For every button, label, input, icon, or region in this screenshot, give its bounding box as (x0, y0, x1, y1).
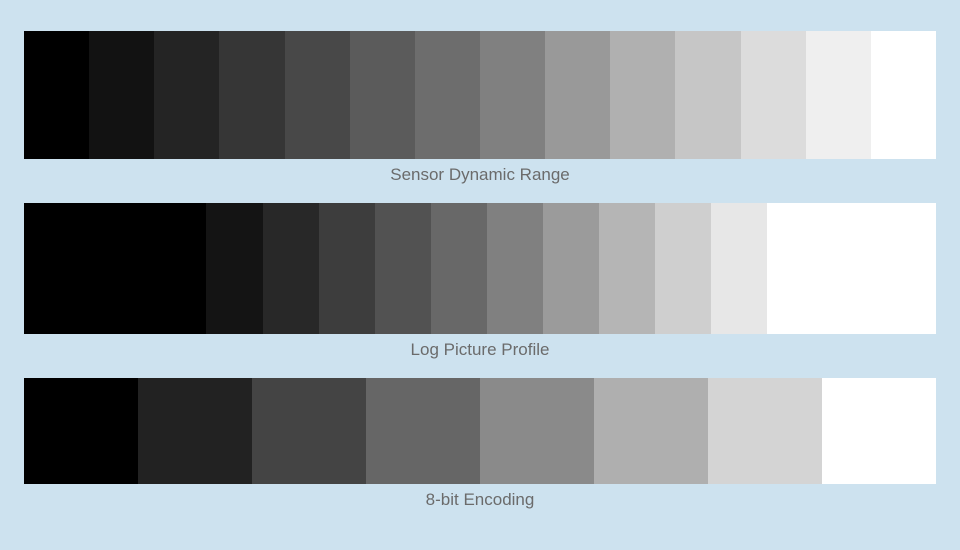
gradient-segment (480, 378, 594, 484)
gradient-segment (206, 203, 262, 334)
gradient-segment (871, 31, 936, 159)
gradient-segment (154, 31, 219, 159)
gradient-segment (263, 203, 319, 334)
gradient-segment (89, 31, 154, 159)
gradient-segment (24, 203, 206, 334)
caption-log: Log Picture Profile (24, 340, 936, 360)
gradient-segment (610, 31, 675, 159)
gradient-segment (480, 31, 545, 159)
gradient-segment (366, 378, 480, 484)
gradient-segment (252, 378, 366, 484)
gradient-segment (767, 203, 935, 334)
gradient-segment (599, 203, 655, 334)
caption-8bit: 8-bit Encoding (24, 490, 936, 510)
gradient-segment (138, 378, 252, 484)
gradient-segment (24, 31, 89, 159)
gradient-segment (545, 31, 610, 159)
gradient-segment (822, 378, 936, 484)
gradient-segment (219, 31, 284, 159)
gradient-segment (708, 378, 822, 484)
gradient-segment (350, 31, 415, 159)
gradient-row-sensor (24, 31, 936, 159)
gradient-segment (741, 31, 806, 159)
gradient-segment (375, 203, 431, 334)
gradient-segment (24, 378, 138, 484)
gradient-segment (487, 203, 543, 334)
gradient-segment (431, 203, 487, 334)
gradient-segment (543, 203, 599, 334)
gradient-segment (285, 31, 350, 159)
gradient-segment (806, 31, 871, 159)
gradient-row-8bit (24, 378, 936, 484)
gradient-segment (711, 203, 767, 334)
gradient-segment (675, 31, 740, 159)
caption-sensor: Sensor Dynamic Range (24, 165, 936, 185)
gradient-segment (594, 378, 708, 484)
gradient-row-log (24, 203, 936, 334)
gradient-segment (415, 31, 480, 159)
diagram-container: Sensor Dynamic Range Log Picture Profile… (0, 0, 960, 510)
gradient-segment (655, 203, 711, 334)
gradient-segment (319, 203, 375, 334)
